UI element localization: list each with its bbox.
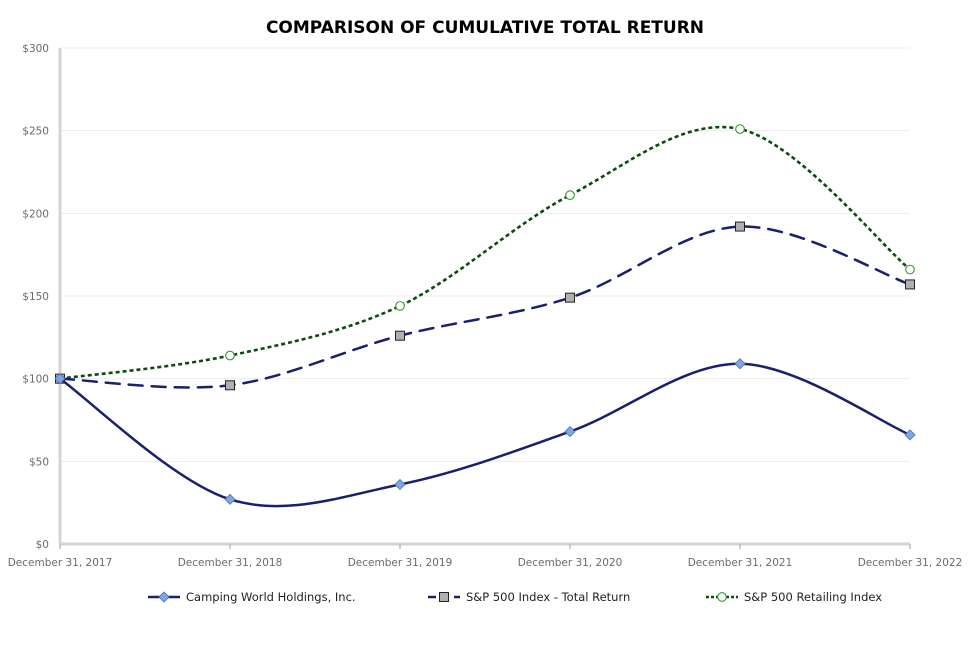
y-tick-label: $300 [22,43,49,55]
data-point [905,264,915,275]
data-point [565,190,575,200]
y-tick-label: $0 [36,539,49,551]
y-tick-label: $50 [29,456,49,468]
x-tick-label: December 31, 2017 [8,557,113,569]
data-point [225,350,235,361]
legend-item: S&P 500 Index - Total Return [428,590,630,604]
legend-marker [439,592,449,602]
data-point [904,429,916,441]
legend-item: Camping World Holdings, Inc. [148,590,356,604]
data-point [225,380,235,391]
series-lines [54,124,916,508]
x-tick-labels: December 31, 2017 December 31, 2018 Decemb… [8,557,963,569]
data-point [224,493,236,505]
legend-label: Camping World Holdings, Inc. [186,590,356,604]
data-point [905,279,915,290]
legend-item: S&P 500 Retailing Index [706,590,882,604]
y-tick-labels: $0 $50 $100 $150 $200 $250 $300 [22,43,49,551]
series-1 [55,221,915,391]
axes [58,48,911,549]
legend-label: S&P 500 Index - Total Return [466,590,630,604]
x-tick-label: December 31, 2022 [858,557,963,569]
data-point [54,373,66,385]
legend-label: S&P 500 Retailing Index [744,590,882,604]
x-tick-label: December 31, 2020 [518,557,623,569]
data-point [395,301,405,311]
data-point [735,221,745,232]
data-point [734,358,746,370]
grid-lines [60,47,910,462]
data-point [564,426,576,438]
data-point [395,330,405,341]
y-tick-label: $200 [22,208,49,220]
data-point [565,292,575,303]
legend: Camping World Holdings, Inc. S&P 500 Inde… [148,590,882,604]
y-tick-label: $150 [22,291,49,303]
chart-title: COMPARISON OF CUMULATIVE TOTAL RETURN [266,18,704,38]
series-2 [55,124,915,384]
series-line [58,362,912,508]
x-tick-label: December 31, 2018 [178,557,283,569]
series-0 [54,358,916,508]
series-line [59,125,911,380]
y-tick-label: $250 [22,126,49,138]
legend-marker [158,591,170,603]
y-tick-label: $100 [22,374,49,386]
series-line [58,225,912,389]
data-point [394,478,406,491]
legend-marker [717,592,727,602]
data-point [735,124,745,134]
x-tick-label: December 31, 2019 [348,557,453,569]
x-tick-label: December 31, 2021 [688,557,793,569]
